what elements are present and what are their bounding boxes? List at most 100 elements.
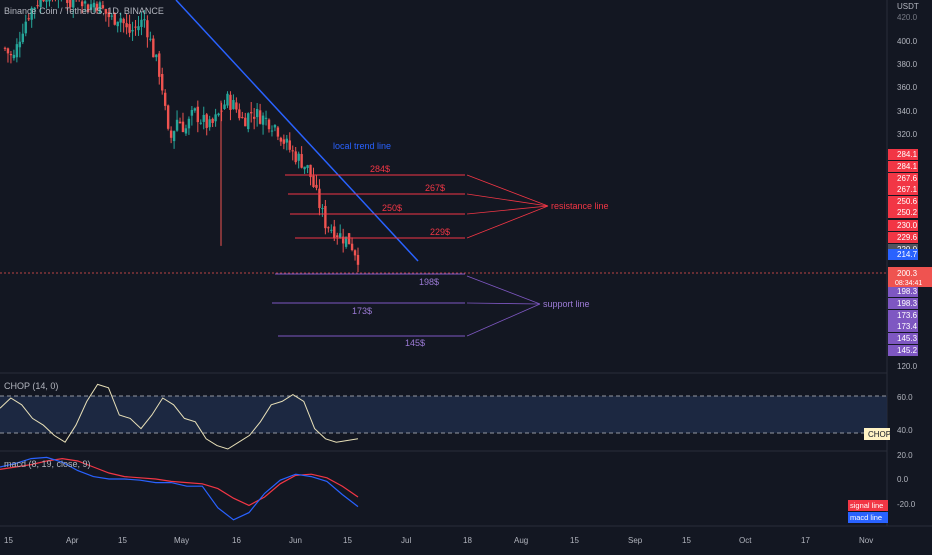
price-badges: 284.1 284.1 267.6 267.1 250.6 250.2 230.0 229.6… [888, 149, 918, 356]
candle-body [273, 124, 277, 128]
candle-body [344, 236, 348, 247]
macd-title: macd (8, 19, close, 9) [4, 459, 91, 469]
candle-body [128, 24, 131, 33]
candle-body [42, 0, 45, 2]
candle-body [187, 118, 191, 129]
candle-body [178, 121, 182, 124]
time-tick: 16 [232, 536, 241, 545]
resistance-arrow [466, 174, 549, 207]
candle-body [226, 93, 229, 106]
candle-body [161, 73, 164, 91]
candle-body [163, 92, 167, 106]
resistance-label-284: 284$ [370, 164, 390, 174]
price-badge-label: 198.3 [897, 287, 918, 296]
trend-line[interactable] [175, 0, 419, 262]
support-lines[interactable]: 198$ 173$ 145$ support line [272, 273, 590, 348]
candle-body [89, 4, 93, 10]
time-tick: 17 [801, 536, 810, 545]
price-tick: 340.0 [897, 107, 918, 116]
candle-body [291, 150, 294, 152]
candle-body [244, 117, 247, 127]
candle-body [175, 119, 179, 131]
support-arrow [466, 302, 541, 305]
candle-body [24, 21, 27, 34]
time-tick: Oct [739, 536, 752, 545]
price-badge [888, 149, 918, 160]
chop-band [0, 396, 887, 433]
candle-body [27, 18, 30, 20]
price-badge [888, 207, 918, 218]
resistance-label-267: 267$ [425, 183, 445, 193]
time-tick: Sep [628, 536, 643, 545]
candle-body [255, 109, 259, 118]
candle-body [300, 154, 303, 168]
candle-body [223, 104, 226, 109]
candle-body [330, 229, 333, 231]
candle-body [264, 117, 268, 119]
price-badge-label: 173.4 [897, 322, 918, 331]
price-badge [888, 286, 918, 297]
candle-body [205, 114, 208, 128]
time-axis[interactable]: 15 Apr 15 May 16 Jun 15 Jul 18 Aug 15 Se… [4, 536, 873, 545]
currency-label: USDT [897, 2, 919, 11]
macd-line-badge [848, 512, 888, 523]
price-badge-label: 173.6 [897, 311, 918, 320]
time-tick: Aug [514, 536, 528, 545]
candle-body [18, 41, 22, 48]
candle-body [193, 108, 197, 111]
candle-body [48, 0, 51, 2]
candle-body [288, 140, 291, 150]
resistance-lines[interactable]: 284$ 267$ 250$ 229$ resistance line [285, 164, 609, 239]
macd-line [0, 456, 359, 521]
candle-body [339, 233, 342, 238]
candle-body [282, 139, 286, 144]
candle-body [190, 109, 194, 116]
candle-body [143, 19, 146, 21]
candle-body [315, 184, 318, 188]
candle-body [21, 33, 24, 43]
candle-body [39, 0, 42, 7]
support-arrow [466, 303, 541, 337]
time-tick: Jul [401, 536, 411, 545]
time-tick: 15 [343, 536, 352, 545]
candle-body [72, 0, 75, 8]
price-badge-label: 198.3 [897, 299, 918, 308]
candle-body [6, 48, 10, 54]
candle-body [110, 15, 113, 17]
price-badge-label: 250.2 [897, 208, 918, 217]
candle-body [312, 175, 315, 187]
price-badge-label: 145.2 [897, 346, 918, 355]
candle-body [267, 119, 271, 130]
candle-body [232, 100, 235, 110]
price-badge-label: 284.1 [897, 162, 918, 171]
candle-body [104, 8, 108, 14]
price-badge [888, 196, 918, 207]
macd-axis-tick: 0.0 [897, 475, 909, 484]
candle-body [15, 44, 19, 58]
candle-body [86, 4, 90, 13]
candle-body [80, 1, 84, 7]
price-axis[interactable]: USDT 420.0 400.0 380.0 360.0 340.0 320.0… [897, 2, 919, 371]
candle-body [217, 113, 220, 116]
time-tick: 15 [682, 536, 691, 545]
price-tick: 320.0 [897, 130, 918, 139]
macd-line-badge-label: macd line [850, 513, 882, 522]
candle-body [250, 112, 253, 114]
price-badge-label: 230.0 [897, 221, 918, 230]
candle-body [113, 12, 116, 25]
price-badge-label: 284.1 [897, 150, 918, 159]
price-badge-label: 229.6 [897, 233, 918, 242]
candle-body [184, 128, 188, 134]
candle-body [30, 7, 33, 20]
price-tick: 120.0 [897, 362, 918, 371]
candle-body [199, 122, 202, 124]
time-tick: Nov [859, 536, 873, 545]
candle-body [285, 138, 289, 143]
countdown-timer: 08:34:41 [895, 280, 922, 287]
price-badge [888, 298, 918, 309]
price-badge [888, 345, 918, 356]
candle-body [356, 254, 360, 265]
chop-title: CHOP (14, 0) [4, 381, 58, 391]
